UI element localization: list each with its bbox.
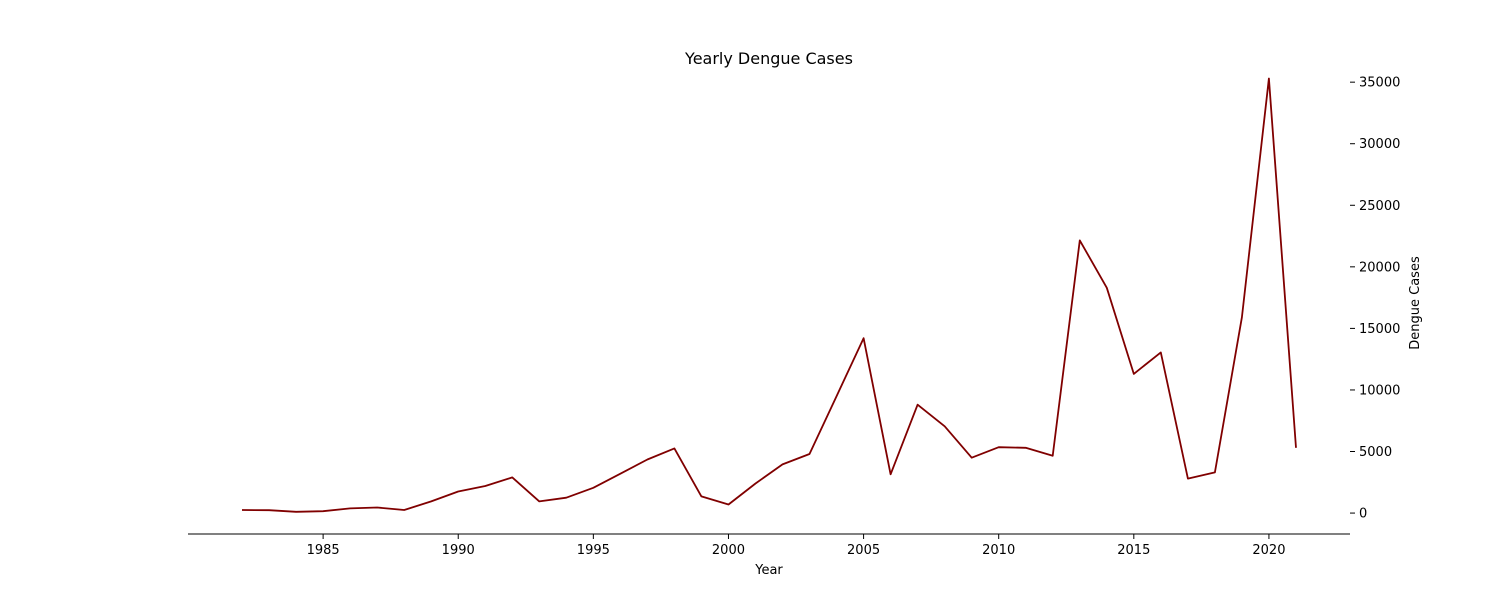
x-tick-label: 1995 [577, 543, 610, 558]
y-tick-label: 20000 [1359, 260, 1400, 275]
x-tick-label: 1985 [307, 543, 340, 558]
y-tick-label: 0 [1359, 507, 1367, 522]
y-axis-label: Dengue Cases [1408, 256, 1423, 350]
y-tick-label: 30000 [1359, 137, 1400, 152]
x-axis-label: Year [754, 563, 783, 578]
y-tick-label: 25000 [1359, 199, 1400, 214]
series-group [241, 77, 1297, 513]
x-tick-label: 2010 [982, 543, 1015, 558]
x-tick-label: 2015 [1117, 543, 1150, 558]
y-tick-label: 15000 [1359, 322, 1400, 337]
x-tick-label: 1990 [442, 543, 475, 558]
x-tick-label: 2000 [712, 543, 745, 558]
chart-title: Yearly Dengue Cases [684, 49, 853, 68]
x-axis-ticks: 1985 1990 1995 2000 2005 2010 2015 2020 [307, 534, 1285, 558]
y-tick-label: 35000 [1359, 76, 1400, 91]
series-line [241, 77, 1297, 513]
y-tick-label: 10000 [1359, 383, 1400, 398]
x-tick-label: 2005 [847, 543, 880, 558]
x-tick-label: 2020 [1252, 543, 1285, 558]
y-axis-ticks: 0 5000 10000 15000 20000 25000 30000 35000 [1350, 76, 1400, 522]
y-tick-label: 5000 [1359, 445, 1392, 460]
